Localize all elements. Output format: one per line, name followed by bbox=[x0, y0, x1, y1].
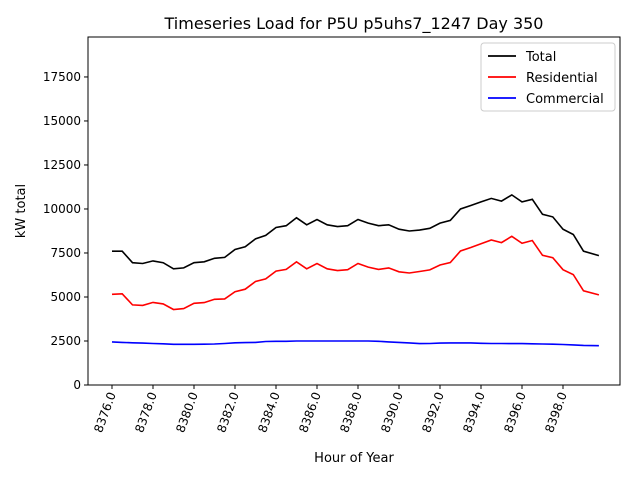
x-axis: 8376.0 8378.0 8380.0 8382.0 8384.0 8386.0 8388… bbox=[91, 385, 570, 434]
y-tick-label: 12500 bbox=[43, 158, 81, 172]
x-tick-label: 8392.0 bbox=[419, 390, 447, 434]
legend-label-total: Total bbox=[525, 50, 556, 65]
x-tick-label: 8384.0 bbox=[255, 390, 283, 434]
plot-lines bbox=[111, 193, 600, 347]
legend-box bbox=[480, 42, 616, 112]
x-tick-label: 8380.0 bbox=[173, 390, 201, 434]
x-tick-label: 8376.0 bbox=[91, 390, 119, 434]
x-tick-label: 8396.0 bbox=[501, 390, 529, 434]
y-axis-label: kW total bbox=[14, 184, 29, 238]
series-line-residential bbox=[111, 235, 600, 311]
y-tick-label: 0 bbox=[73, 378, 81, 392]
legend: Total Residential Commercial bbox=[480, 42, 616, 112]
y-tick-label: 15000 bbox=[43, 114, 81, 128]
x-tick-label: 8394.0 bbox=[460, 390, 488, 434]
x-axis-label: Hour of Year bbox=[314, 451, 394, 466]
series-line-commercial bbox=[111, 340, 599, 347]
x-tick-label: 8382.0 bbox=[214, 390, 242, 434]
x-tick-label: 8388.0 bbox=[337, 390, 365, 434]
legend-label-commercial: Commercial bbox=[526, 92, 604, 107]
x-tick-label: 8378.0 bbox=[132, 390, 160, 434]
chart-title: Timeseries Load for P5U p5uhs7_1247 Day … bbox=[164, 14, 544, 34]
x-tick-label: 8398.0 bbox=[542, 390, 570, 434]
legend-label-residential: Residential bbox=[526, 71, 598, 86]
y-axis: 0 2500 5000 7500 10000 12500 15000 17500 bbox=[43, 70, 88, 392]
y-tick-label: 2500 bbox=[50, 334, 81, 348]
y-tick-label: 5000 bbox=[50, 290, 81, 304]
y-tick-label: 7500 bbox=[50, 246, 81, 260]
y-tick-label: 10000 bbox=[43, 202, 81, 216]
x-tick-label: 8386.0 bbox=[296, 390, 324, 434]
plot-frame bbox=[87, 36, 621, 386]
series-line-total bbox=[112, 193, 600, 270]
x-tick-label: 8390.0 bbox=[378, 390, 406, 434]
y-tick-label: 17500 bbox=[43, 70, 81, 84]
